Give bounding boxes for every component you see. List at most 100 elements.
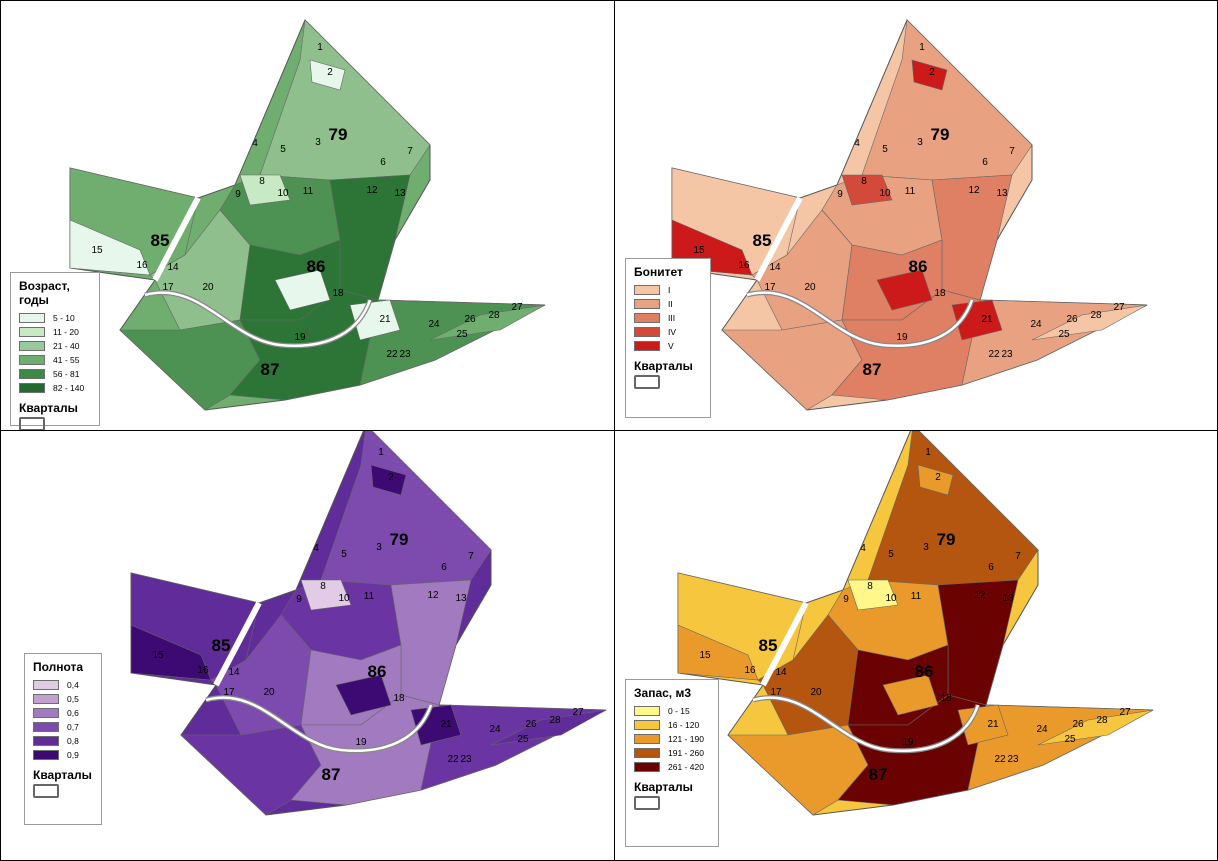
legend-entry: 5 - 10	[19, 311, 91, 325]
stand-number-label: 15	[152, 650, 164, 661]
stand-number-label: 26	[1072, 719, 1084, 730]
legend-swatch	[33, 736, 59, 746]
legend-entry-label: 16 - 120	[668, 720, 700, 730]
legend-entry-label: 56 - 81	[53, 369, 80, 379]
legend-swatch	[634, 327, 660, 337]
stand-number-label: 19	[355, 737, 367, 748]
legend-title: Полнота	[33, 660, 84, 674]
stand-number-label: 21	[440, 719, 452, 730]
stand-number-label: 7	[407, 146, 413, 157]
legend-swatch	[634, 734, 660, 744]
legend-swatch	[634, 341, 660, 351]
legend-entry: 82 - 140	[19, 381, 91, 395]
stand-number-label: 17	[223, 687, 235, 698]
quarters-swatch	[634, 796, 660, 810]
stand-polygon	[951, 299, 1003, 341]
stand-number-label: 5	[882, 144, 888, 155]
stand-number-label: 3	[917, 137, 923, 148]
stand-number-label: 4	[860, 543, 866, 554]
stand-number-label: 25	[456, 329, 468, 340]
forest-polygons	[677, 431, 1154, 816]
legend-entry-label: 41 - 55	[53, 355, 80, 365]
stand-number-label: 14	[228, 667, 240, 678]
stand-number-label: 16	[738, 260, 750, 271]
stand-polygon	[410, 704, 462, 746]
stand-number-label: 4	[854, 138, 860, 149]
stand-number-label: 28	[1096, 715, 1108, 726]
legend-swatch	[634, 299, 660, 309]
quarter-number-label: 79	[937, 530, 956, 549]
panel-divider-horizontal	[0, 430, 1218, 431]
legend-entry: I	[634, 283, 702, 297]
legend-entry-label: IV	[668, 327, 677, 337]
legend-entry-label: 0,9	[67, 750, 79, 760]
legend-quarters-label: Кварталы	[634, 780, 693, 794]
stand-number-label: 23	[399, 349, 411, 360]
stand-number-label: 25	[517, 734, 529, 745]
legend-swatch	[33, 708, 59, 718]
forest-polygons	[130, 431, 607, 816]
stand-number-label: 24	[428, 319, 440, 330]
stand-polygon	[349, 299, 401, 341]
stand-number-label: 3	[376, 542, 382, 553]
stand-polygon	[917, 464, 954, 496]
legend-quarters-label: Кварталы	[33, 768, 92, 782]
legend-swatch	[33, 694, 59, 704]
stand-number-label: 9	[235, 189, 241, 200]
legend-rows: I II III IV V	[634, 283, 702, 353]
stand-number-label: 28	[488, 310, 500, 321]
stand-number-label: 24	[489, 724, 501, 735]
quarter-number-label: 86	[909, 257, 928, 276]
stand-number-label: 2	[935, 472, 941, 483]
stand-number-label: 18	[332, 288, 344, 299]
stand-number-label: 1	[317, 42, 323, 53]
stand-number-label: 10	[879, 188, 891, 199]
legend-entry: 0,7	[33, 720, 93, 734]
legend-entry-label: 121 - 190	[668, 734, 704, 744]
quarter-gap-line	[213, 601, 262, 687]
stand-number-label: 6	[380, 157, 386, 168]
stand-number-label: 11	[303, 186, 314, 197]
legend-entry-label: II	[668, 299, 673, 309]
stand-polygon	[911, 59, 948, 91]
legend-entry-label: 0,4	[67, 680, 79, 690]
stand-number-label: 20	[202, 282, 214, 293]
legend-entry: II	[634, 297, 702, 311]
quarters-swatch	[634, 375, 660, 389]
stand-number-label: 16	[197, 665, 209, 676]
stand-number-label: 27	[572, 707, 584, 718]
legend-entry: 0,5	[33, 692, 93, 706]
stand-polygon	[867, 431, 1039, 586]
stand-number-label: 3	[923, 542, 929, 553]
legend-entry: 56 - 81	[19, 367, 91, 381]
stand-number-label: 15	[699, 650, 711, 661]
legend-rows: 5 - 10 11 - 20 21 - 40 41 - 55 56 - 81 82 - 1…	[19, 311, 91, 395]
legend-title: Возраст, годы	[19, 279, 70, 307]
stand-number-label: 22	[386, 349, 398, 360]
stand-number-label: 16	[744, 665, 756, 676]
legend-entry: 16 - 120	[634, 718, 710, 732]
quarter-gap-line	[760, 601, 809, 687]
stand-number-label: 8	[861, 176, 867, 187]
legend-swatch	[19, 355, 45, 365]
stand-number-label: 1	[378, 447, 384, 458]
legend-swatch	[634, 748, 660, 758]
legend-entry-label: 0,8	[67, 736, 79, 746]
stand-number-label: 17	[764, 282, 776, 293]
legend-entry-label: 82 - 140	[53, 383, 85, 393]
stand-number-label: 27	[1119, 707, 1131, 718]
legend-quarters-label: Кварталы	[634, 359, 693, 373]
legend-entry-label: 11 - 20	[53, 327, 79, 337]
stand-number-label: 9	[296, 594, 302, 605]
legend-title: Бонитет	[634, 265, 683, 279]
stand-number-label: 19	[896, 332, 908, 343]
legend-entry: 0,9	[33, 748, 93, 762]
stand-number-label: 26	[464, 314, 476, 325]
legend-entry-label: 261 - 420	[668, 762, 704, 772]
legend-swatch	[19, 341, 45, 351]
legend-swatch	[19, 327, 45, 337]
stand-number-label: 24	[1030, 319, 1042, 330]
